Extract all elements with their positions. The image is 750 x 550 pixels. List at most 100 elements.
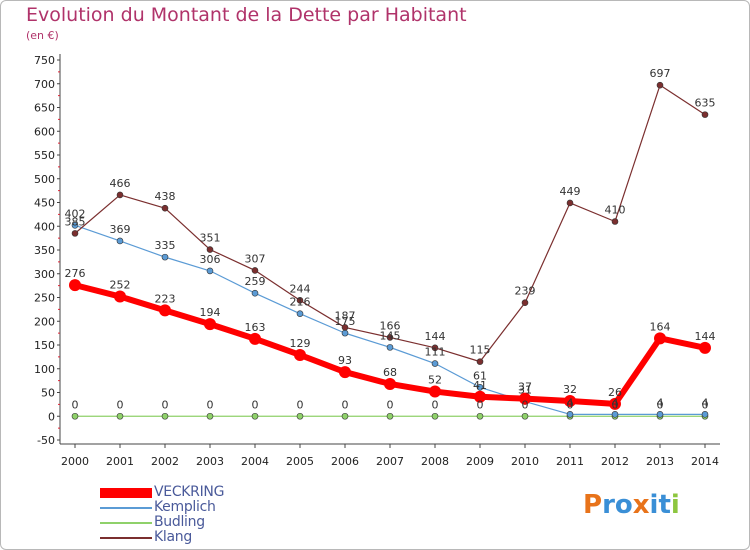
y-tick-label: 700 [34, 78, 55, 91]
data-label-budling: 0 [117, 398, 124, 411]
data-point-klang [611, 218, 619, 225]
x-tick-label: 2000 [61, 455, 89, 468]
y-tick-label: 50 [41, 387, 55, 400]
data-label-veckring: 276 [65, 267, 86, 280]
legend-swatch [100, 487, 152, 498]
y-tick-label: 500 [34, 173, 55, 186]
data-point-budling [296, 412, 304, 420]
y-tick-label: 600 [34, 125, 55, 138]
data-point-klang [71, 230, 79, 237]
data-label-budling: 0 [207, 398, 214, 411]
data-point-budling [71, 412, 79, 420]
data-point-klang [701, 111, 709, 118]
data-label-klang: 697 [650, 67, 671, 80]
data-point-klang [206, 246, 214, 253]
line-chart: -500501001502002503003504004505005506006… [34, 54, 720, 468]
y-tick-label: 750 [34, 54, 55, 67]
data-label-klang: 351 [200, 232, 221, 245]
y-tick-label: -50 [37, 434, 55, 447]
data-point-klang [476, 358, 484, 365]
data-label-budling: 0 [612, 398, 619, 411]
data-label-budling: 0 [387, 398, 394, 411]
data-label-veckring: 163 [245, 321, 266, 334]
data-point-veckring [654, 332, 666, 345]
data-label-kemplich: 335 [155, 239, 176, 252]
x-tick-label: 2003 [196, 455, 224, 468]
data-point-veckring [249, 332, 261, 345]
data-point-klang [296, 297, 304, 304]
y-tick-label: 350 [34, 244, 55, 257]
data-label-kemplich: 402 [65, 207, 86, 220]
y-tick-label: 200 [34, 315, 55, 328]
chart-title: Evolution du Montant de la Dette par Hab… [26, 4, 467, 26]
data-point-kemplich [386, 344, 394, 351]
data-label-kemplich: 31 [518, 384, 532, 397]
data-label-budling: 0 [72, 398, 79, 411]
data-point-kemplich [341, 329, 349, 337]
data-label-veckring: 37 [518, 381, 532, 394]
data-point-kemplich [161, 253, 169, 261]
y-tick-label: 300 [34, 268, 55, 281]
logo-letter: t [658, 490, 671, 520]
data-point-budling [251, 412, 259, 420]
x-tick-label: 2008 [421, 455, 449, 468]
data-label-kemplich: 61 [473, 369, 487, 382]
data-label-veckring: 129 [290, 337, 311, 350]
data-label-klang: 449 [560, 185, 581, 198]
data-point-klang [161, 204, 169, 212]
data-label-klang: 385 [65, 215, 86, 228]
x-tick-label: 2002 [151, 455, 179, 468]
data-point-veckring [699, 341, 711, 354]
y-tick-label: 550 [34, 149, 55, 162]
data-label-veckring: 164 [650, 320, 671, 333]
chart-subtitle: (en €) [26, 29, 59, 42]
axes: -500501001502002503003504004505005506006… [34, 54, 720, 468]
x-tick-label: 2014 [691, 455, 719, 468]
data-point-kemplich [296, 310, 304, 317]
data-point-budling [116, 412, 124, 420]
data-point-klang [386, 334, 394, 341]
data-label-veckring: 41 [473, 379, 487, 392]
data-point-klang [116, 191, 124, 199]
data-point-budling [521, 412, 529, 420]
x-tick-label: 2013 [646, 455, 674, 468]
data-point-veckring [204, 318, 216, 331]
x-tick-label: 2010 [511, 455, 539, 468]
series-layer [69, 81, 711, 420]
data-point-budling [206, 412, 214, 420]
data-point-klang [566, 199, 574, 207]
legend-item-budling: Budling [100, 514, 320, 530]
y-tick-label: 0 [48, 410, 55, 423]
proxiti-logo: Proxiti [583, 490, 680, 520]
data-point-kemplich [251, 289, 259, 297]
data-point-klang [251, 267, 259, 274]
data-point-klang [431, 344, 439, 352]
data-label-veckring: 68 [383, 366, 397, 379]
data-label-veckring: 223 [155, 292, 176, 305]
legend-swatch [100, 536, 152, 539]
data-label-klang: 410 [605, 204, 626, 217]
data-point-veckring [339, 366, 351, 379]
data-point-veckring [69, 279, 81, 292]
data-label-kemplich: 369 [110, 223, 131, 236]
legend-swatch [100, 506, 152, 509]
logo-letter: i [670, 490, 680, 520]
data-label-budling: 0 [522, 398, 529, 411]
x-tick-label: 2012 [601, 455, 629, 468]
data-label-budling: 0 [657, 398, 664, 411]
data-point-veckring [519, 392, 531, 405]
data-label-budling: 0 [297, 398, 304, 411]
data-label-klang: 115 [470, 344, 491, 357]
data-label-veckring: 194 [200, 306, 221, 319]
logo-letter: r [602, 490, 615, 520]
data-label-veckring: 144 [695, 330, 716, 343]
logo-letter: P [583, 490, 603, 520]
y-tick-label: 250 [34, 292, 55, 305]
data-point-klang [521, 299, 529, 307]
data-point-kemplich [656, 411, 664, 418]
data-label-budling: 0 [432, 398, 439, 411]
data-point-veckring [114, 290, 126, 303]
data-point-klang [656, 81, 664, 89]
data-label-klang: 466 [110, 177, 131, 190]
